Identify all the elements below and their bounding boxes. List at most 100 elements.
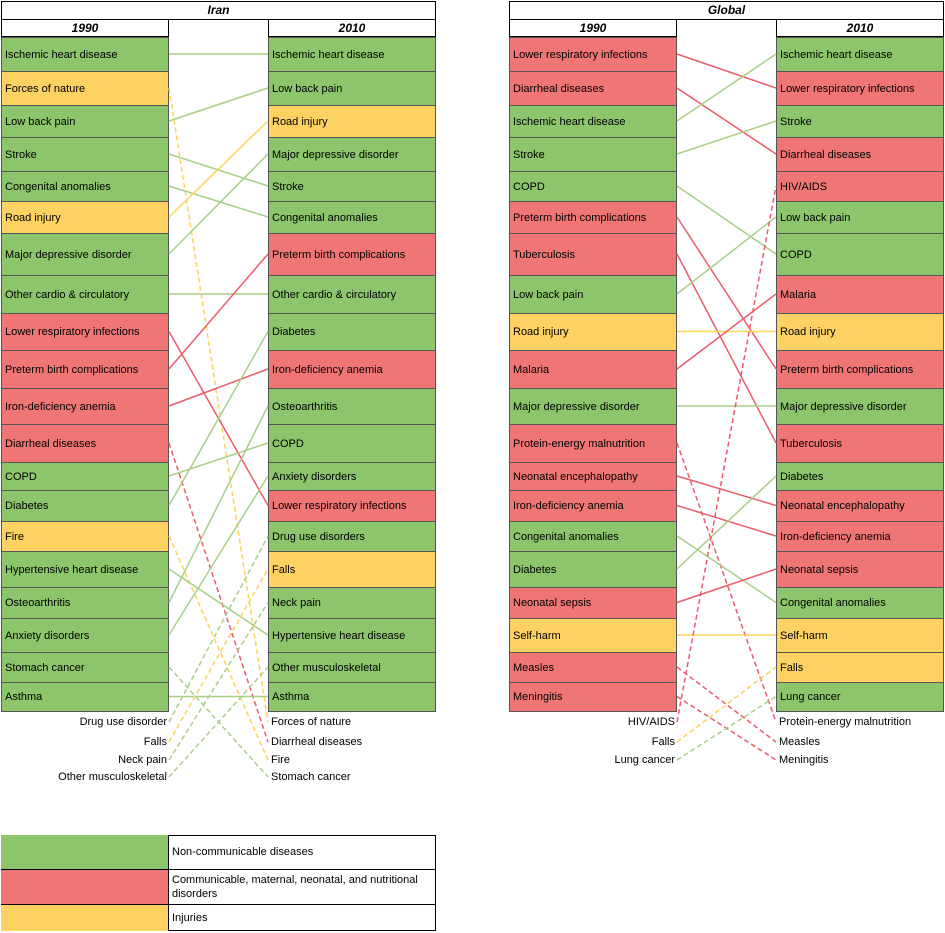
rank-label: Stroke <box>5 148 37 161</box>
rank-label: Other musculoskeletal <box>272 661 381 674</box>
rank-cell-right: Drug use disorders <box>268 521 436 552</box>
rank-link-iran <box>168 666 269 778</box>
rank-link-iran <box>168 368 269 407</box>
rank-cell-left: Major depressive disorder <box>1 233 169 276</box>
rank-label: Self-harm <box>513 629 561 642</box>
rank-cell-right: Low back pain <box>776 201 944 234</box>
rank-label: Low back pain <box>5 115 76 128</box>
rank-cell-right: Lung cancer <box>776 682 944 712</box>
rank-label: Ischemic heart disease <box>272 48 385 61</box>
rank-cell-right: Lower respiratory infections <box>776 71 944 106</box>
rank-label: Other cardio & circulatory <box>272 288 397 301</box>
entering-label: HIV/AIDS <box>627 716 675 728</box>
rank-cell-right: Diarrheal diseases <box>776 137 944 172</box>
legend-text: Non-communicable diseases <box>172 846 314 858</box>
exiting-label: Protein-energy malnutrition <box>779 716 912 728</box>
rank-cell-left: COPD <box>1 462 169 491</box>
col-header-2010-iran: 2010 <box>268 19 436 37</box>
rank-label: Neonatal encephalopathy <box>780 500 905 512</box>
rank-cell-left: Other cardio & circulatory <box>1 275 169 314</box>
rank-cell-right: Other cardio & circulatory <box>268 275 436 314</box>
rank-cell-left: Diabetes <box>1 490 169 522</box>
rank-cell-right: COPD <box>776 233 944 276</box>
rank-cell-left: Preterm birth complications <box>1 350 169 389</box>
rank-link-iran <box>168 120 269 218</box>
rank-label: Iron-deficiency anemia <box>513 500 624 512</box>
rank-label: Major depressive disorder <box>272 148 399 161</box>
rank-cell-left: Diabetes <box>509 551 677 588</box>
rank-label: Stroke <box>513 148 545 161</box>
entering-label: Falls <box>651 736 675 748</box>
rank-label: Tuberculosis <box>513 248 575 261</box>
rank-cell-left: Preterm birth complications <box>509 201 677 234</box>
rank-cell-right: Malaria <box>776 275 944 314</box>
rank-link-global <box>676 185 777 255</box>
rank-label: Neonatal sepsis <box>780 563 859 576</box>
rank-link-iran <box>168 535 269 723</box>
rank-cell-left: Stomach cancer <box>1 652 169 683</box>
rank-cell-left: Self-harm <box>509 618 677 653</box>
rank-link-global <box>676 535 777 604</box>
rank-link-iran <box>168 442 269 477</box>
rank-label: Neonatal encephalopathy <box>513 470 638 483</box>
rank-link-global <box>676 666 777 743</box>
rank-cell-left: Malaria <box>509 350 677 389</box>
rank-cell-left: Tuberculosis <box>509 233 677 276</box>
rank-cell-right: Ischemic heart disease <box>776 37 944 72</box>
rank-label: Diabetes <box>513 563 557 576</box>
rank-cell-left: Neonatal encephalopathy <box>509 462 677 491</box>
rank-label: Preterm birth complications <box>272 248 406 261</box>
rank-link-iran <box>168 253 269 370</box>
rank-label: Tuberculosis <box>780 437 842 450</box>
rank-cell-right: Lower respiratory infections <box>268 490 436 522</box>
exiting-label: Measles <box>779 736 820 748</box>
rank-label: Congenital anomalies <box>513 530 619 543</box>
rank-link-iran <box>168 405 269 603</box>
rank-link-iran <box>168 153 269 255</box>
rank-label: Diarrheal diseases <box>780 148 872 161</box>
rank-cell-left: Ischemic heart disease <box>509 105 677 138</box>
rank-cell-right: Diabetes <box>268 313 436 351</box>
rank-label: COPD <box>5 470 37 483</box>
rank-label: Diarrheal diseases <box>5 437 97 450</box>
rank-link-global <box>676 293 777 370</box>
rank-label: Road injury <box>780 326 836 338</box>
rank-label: Low back pain <box>272 82 343 95</box>
rank-cell-left: Hypertensive heart disease <box>1 551 169 588</box>
rank-cell-right: Osteoarthritis <box>268 388 436 425</box>
rank-label: Low back pain <box>513 288 584 301</box>
rank-label: Neck pain <box>272 597 321 609</box>
rank-cell-right: Falls <box>776 652 944 683</box>
rank-label: Iron-deficiency anemia <box>272 363 383 376</box>
rank-cell-left: Stroke <box>509 137 677 172</box>
rank-label: Major depressive disorder <box>780 400 907 413</box>
rank-link-iran <box>168 535 269 761</box>
legend-swatch-inj <box>1 904 169 931</box>
rank-label: Diabetes <box>272 326 316 338</box>
rank-cell-left: Road injury <box>509 313 677 351</box>
rank-cell-right: Neck pain <box>268 587 436 619</box>
rank-cell-right: Tuberculosis <box>776 424 944 463</box>
rank-cell-left: Osteoarthritis <box>1 587 169 619</box>
rank-cell-right: Anxiety disorders <box>268 462 436 491</box>
entering-label: Neck pain <box>118 754 167 766</box>
rank-label: Diabetes <box>780 470 824 483</box>
rank-label: Falls <box>780 661 804 674</box>
rank-label: Ischemic heart disease <box>513 115 626 128</box>
rank-cell-left: Forces of nature <box>1 71 169 106</box>
rank-cell-left: Lower respiratory infections <box>1 313 169 351</box>
rank-label: Major depressive disorder <box>513 400 640 413</box>
rank-cell-right: Preterm birth complications <box>776 350 944 389</box>
rank-label: Iron-deficiency anemia <box>5 400 116 413</box>
rank-label: Diabetes <box>5 500 49 512</box>
rank-link-global <box>676 185 777 723</box>
rank-cell-left: Lower respiratory infections <box>509 37 677 72</box>
rank-link-global <box>676 120 777 155</box>
rank-link-global <box>676 475 777 570</box>
rank-label: Hypertensive heart disease <box>5 563 139 576</box>
exiting-label: Fire <box>271 754 290 766</box>
exiting-label: Diarrheal diseases <box>271 736 363 748</box>
entering-label: Other musculoskeletal <box>58 771 167 783</box>
rank-link-iran <box>168 602 269 761</box>
rank-cell-right: Major depressive disorder <box>268 137 436 172</box>
